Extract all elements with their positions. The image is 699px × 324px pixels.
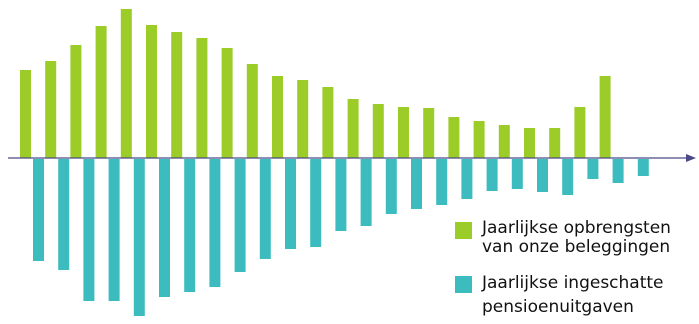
income-bar-6 [146,25,157,158]
income-bars [20,9,611,158]
expense-bar-1 [33,159,44,261]
expense-bar-20 [511,159,523,189]
expense-bar-11 [285,159,296,249]
expense-bar-21 [537,159,548,192]
expense-bar-8 [209,159,221,287]
income-bar-5 [120,9,132,158]
income-bar-17 [423,108,435,158]
income-bar-8 [196,38,208,158]
income-bar-10 [246,64,258,158]
expense-bar-17 [436,159,448,205]
income-bar-12 [297,80,309,158]
income-bar-13 [322,87,334,158]
income-bar-16 [398,107,409,158]
expense-bar-4 [108,159,120,301]
legend: Jaarlijkse opbrengsten van onze beleggin… [455,218,671,317]
income-bar-22 [549,128,561,158]
expense-bar-13 [335,159,347,231]
legend-swatch-expense [455,276,472,293]
expense-bar-5 [133,159,145,316]
expense-bar-2 [58,159,70,270]
income-bar-2 [45,61,57,158]
x-axis-arrow [686,154,696,162]
income-bar-11 [272,76,283,158]
expense-bar-12 [310,159,322,247]
expense-bar-6 [159,159,170,297]
income-bar-19 [473,121,485,158]
legend-label-income-line1: Jaarlijkse opbrengsten [481,218,671,238]
expense-bar-3 [83,159,95,301]
expense-bar-18 [461,159,473,199]
income-bar-3 [70,45,82,158]
income-bar-15 [372,104,384,158]
income-bar-20 [498,125,510,158]
expense-bar-14 [360,159,372,226]
income-bar-7 [171,32,183,158]
expense-bar-25 [637,159,649,176]
expense-bar-15 [385,159,397,214]
income-bar-18 [448,117,460,158]
expense-bar-22 [562,159,574,195]
expense-bar-7 [184,159,196,292]
expense-bar-19 [486,159,498,191]
income-bar-14 [347,99,359,158]
legend-label-expense-line1: Jaarlijkse ingeschatte [481,273,664,293]
income-bar-1 [20,70,31,158]
income-bar-4 [95,26,107,158]
legend-label-expense-line2: pensioenuitgaven [482,297,634,317]
expense-bar-24 [612,159,624,183]
legend-label-income-line2: van onze beleggingen [482,237,670,257]
expense-bar-9 [234,159,246,272]
income-bar-21 [524,128,535,158]
expense-bars [33,159,649,316]
income-bar-24 [599,76,611,158]
legend-swatch-income [455,222,472,239]
income-bar-9 [221,48,233,158]
expense-bar-16 [411,159,422,209]
expense-bar-23 [587,159,599,179]
expense-bar-10 [259,159,271,259]
income-bar-23 [574,107,586,158]
